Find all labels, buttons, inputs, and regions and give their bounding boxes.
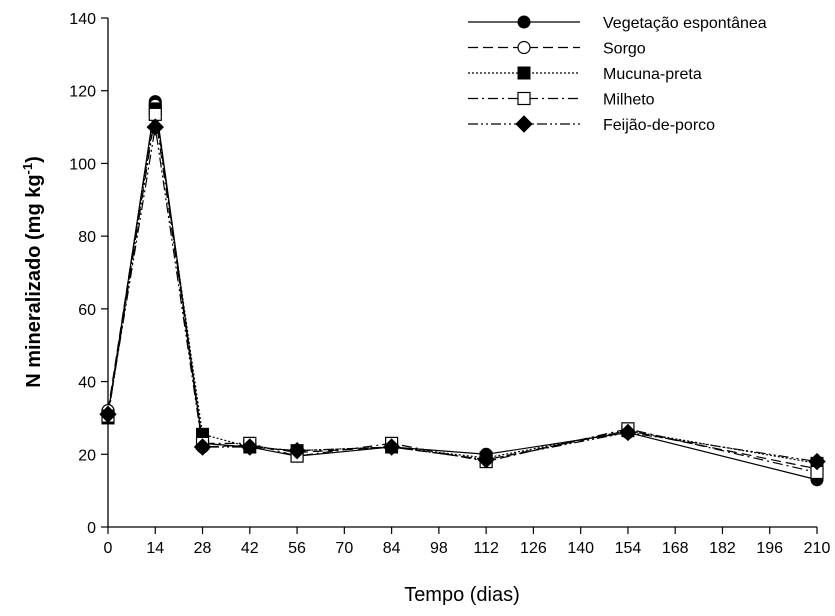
x-tick-label: 126: [520, 540, 547, 557]
data-point: [146, 118, 164, 136]
y-axis-label: N mineralizado (mg kg-1): [20, 156, 45, 388]
y-tick-label: 40: [78, 375, 96, 392]
series-markers-sorgo: [101, 98, 824, 476]
x-tick-label: 56: [288, 540, 306, 557]
series-markers-milheto: [101, 107, 824, 480]
legend-entry: Feijão-de-porco: [468, 115, 715, 134]
series-line: [107, 126, 818, 463]
legend-entry: Milheto: [468, 92, 655, 109]
series-markers-vegetacao-espontanea: [101, 95, 824, 487]
series-line: [107, 101, 818, 481]
series-mucuna-preta: [107, 108, 818, 464]
y-axis-label-main: N mineralizado (mg kg: [23, 174, 45, 387]
legend-swatch-marker: [517, 40, 531, 55]
legend-label: Milheto: [603, 92, 655, 109]
y-tick-label: 140: [69, 11, 96, 28]
y-tick-label: 20: [78, 447, 96, 464]
legend-label: Mucuna-preta: [603, 66, 702, 83]
x-tick-label: 112: [473, 540, 499, 557]
data-point: [241, 438, 259, 456]
legend-label: Feijão-de-porco: [603, 117, 715, 134]
x-tick-label: 140: [567, 540, 594, 557]
data-point: [193, 438, 212, 456]
legend-entry: Vegetação espontânea: [468, 15, 767, 32]
x-tick-label: 70: [335, 540, 353, 557]
data-point: [288, 441, 306, 460]
y-tick-label: 60: [78, 302, 96, 319]
y-tick-label: 80: [78, 229, 96, 246]
x-tick-label: 28: [194, 540, 212, 557]
x-tick-label: 182: [709, 540, 736, 557]
series-vegetacao-espontanea: [107, 101, 818, 481]
data-point: [808, 452, 826, 471]
x-tick-label: 154: [615, 540, 642, 557]
legend-label: Sorgo: [603, 41, 646, 58]
x-tick-label: 196: [756, 540, 783, 557]
x-axis-label: Tempo (dias): [404, 584, 520, 606]
x-tick-label: 0: [104, 540, 113, 557]
data-point: [619, 423, 637, 442]
data-point: [382, 438, 401, 456]
series-sorgo: [107, 105, 818, 470]
x-tick-label: 98: [430, 540, 448, 557]
series-line: [107, 105, 818, 470]
legend-swatch-marker: [517, 66, 531, 80]
legend-swatch-marker: [517, 15, 531, 29]
x-tick-label: 84: [383, 540, 401, 557]
y-tick-label: 0: [87, 520, 96, 537]
series-milheto: [107, 114, 818, 474]
legend-entry: Mucuna-preta: [468, 66, 702, 83]
series-feijao-de-porco: [107, 126, 818, 463]
legend-swatch-marker: [517, 91, 531, 106]
legend-label: Vegetação espontânea: [603, 15, 767, 32]
x-tick-label: 168: [662, 540, 689, 557]
legend-swatch-marker: [515, 115, 533, 133]
series-layer: [99, 95, 826, 487]
x-tick-label: 210: [804, 540, 831, 557]
legend-entry: Sorgo: [468, 41, 646, 58]
y-tick-label: 100: [69, 156, 96, 173]
series-markers-mucuna-preta: [101, 102, 824, 470]
x-tick-label: 14: [146, 540, 164, 557]
y-axis-ticks: 0 20 40 60 80 100 120 140: [69, 11, 108, 537]
x-axis-ticks: 0 14 28 42 56 70 84 98 112 126 140 154 168 182 196 210: [104, 527, 831, 557]
y-axis-label-sup: -1: [20, 163, 35, 175]
series-line: [107, 114, 818, 474]
y-tick-label: 120: [69, 84, 96, 101]
data-point: [477, 451, 495, 469]
y-axis-label-tail: ): [23, 156, 45, 163]
legend: Vegetação espontânea Sorgo Mucuna-preta Mil…: [468, 15, 767, 134]
series-markers-feijao-de-porco: [99, 118, 826, 471]
x-tick-label: 42: [241, 540, 259, 557]
series-line: [107, 108, 818, 464]
data-point: [99, 405, 117, 423]
